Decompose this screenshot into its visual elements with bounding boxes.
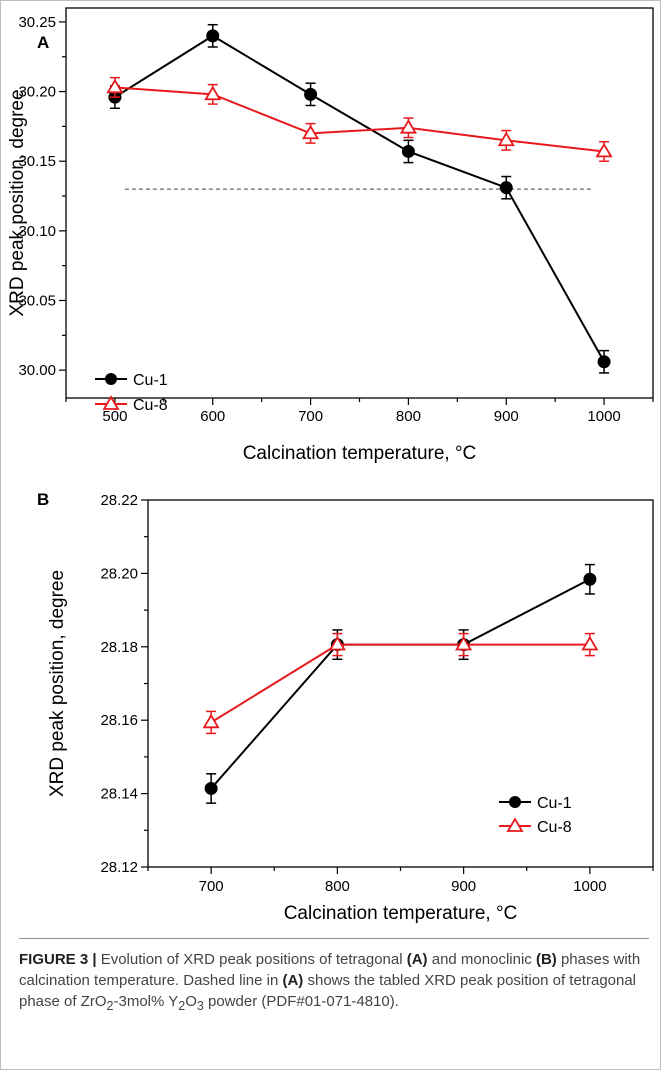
series-line <box>114 34 605 363</box>
panel-label: B <box>37 490 49 509</box>
y-tick-label: 28.14 <box>100 786 138 803</box>
chart-panel-a: A 500 600 700 800 900 1000 30.00 30.05 30.10 30.15… <box>7 7 654 464</box>
x-tick-label: 800 <box>325 878 350 895</box>
y-tick-label: 28.20 <box>100 565 138 582</box>
caption-ref-a: (A) <box>406 951 428 968</box>
y-tick-label: 28.22 <box>100 492 138 509</box>
caption-figure-label: FIGURE 3 | <box>19 951 97 968</box>
series-cu-8: Cu-8 <box>202 632 599 836</box>
series-line <box>210 643 590 724</box>
x-axis-label: Calcination temperature, °C <box>284 903 518 924</box>
legend-label: Cu-1 <box>133 372 168 389</box>
figure-caption: FIGURE 3 | Evolution of XRD peak positio… <box>19 938 649 1017</box>
caption-segment: shows the tabled XRD peak position of te… <box>19 972 637 1010</box>
y-axis-label: XRD peak position, degree <box>47 570 68 797</box>
x-axis-label: Calcination temperature, °C <box>243 443 477 464</box>
caption-subscript: 2 <box>178 999 186 1013</box>
x-tick-label: 1000 <box>573 878 606 895</box>
caption-ref-b: (B) <box>535 951 557 968</box>
caption-segment: O <box>185 993 197 1010</box>
data-point <box>204 781 218 795</box>
data-point <box>328 635 346 651</box>
x-tick-label: 800 <box>396 408 421 425</box>
data-point <box>597 355 611 369</box>
data-point <box>106 78 124 94</box>
legend-label: Cu-8 <box>133 397 168 414</box>
series-cu-1: Cu-1 <box>204 563 597 812</box>
data-point <box>595 142 613 158</box>
data-point <box>581 635 599 651</box>
data-point <box>204 85 222 101</box>
legend-label: Cu-1 <box>537 795 572 812</box>
caption-segment: -3mol% Y <box>113 993 179 1010</box>
data-point <box>401 144 415 158</box>
x-tick-label: 700 <box>298 408 323 425</box>
x-tick-label: 900 <box>494 408 519 425</box>
data-point <box>202 713 220 729</box>
data-point <box>583 572 597 586</box>
data-point <box>455 635 473 651</box>
y-tick-label: 28.18 <box>100 639 138 656</box>
y-tick-label: 30.05 <box>18 293 56 310</box>
caption-subscript: 2 <box>106 999 114 1013</box>
y-axis-label: XRD peak position, degree <box>7 89 28 316</box>
data-point <box>399 119 417 134</box>
y-tick-label: 28.12 <box>100 859 138 876</box>
y-tick-label: 28.16 <box>100 712 138 729</box>
chart-panel-b: B 700 800 900 1000 28.12 28.14 28.16 28.18 28.20 2… <box>37 490 654 924</box>
series-line <box>210 578 591 790</box>
caption-subscript: 3 <box>196 999 204 1013</box>
legend-marker <box>506 817 524 832</box>
caption-segment: phases with calcination temperature. Das… <box>19 951 641 989</box>
series-line <box>114 86 605 153</box>
plot-area <box>147 499 654 868</box>
x-tick-label: 900 <box>451 878 476 895</box>
data-point <box>499 181 513 195</box>
caption-ref-a: (A) <box>282 972 304 989</box>
legend-label: Cu-8 <box>537 819 572 836</box>
data-point <box>302 124 320 140</box>
x-tick-label: 700 <box>199 878 224 895</box>
y-tick-label: 30.25 <box>18 14 56 31</box>
data-point <box>206 29 220 43</box>
y-tick-label: 30.15 <box>18 153 56 170</box>
y-tick-label: 30.10 <box>18 223 56 240</box>
x-tick-label: 600 <box>200 408 225 425</box>
legend-marker <box>105 373 117 385</box>
series-cu-1: Cu-1 <box>95 23 611 389</box>
plot-area <box>65 7 654 399</box>
y-tick-label: 30.00 <box>18 362 56 379</box>
y-tick-label: 30.20 <box>18 84 56 101</box>
data-point <box>304 87 318 101</box>
x-tick-label: 500 <box>102 408 127 425</box>
caption-text: FIGURE 3 | Evolution of XRD peak positio… <box>19 949 649 1017</box>
series-cu-8: Cu-8 <box>95 76 613 414</box>
legend-marker <box>102 395 120 410</box>
caption-segment: and monoclinic <box>427 951 536 968</box>
caption-segment: Evolution of XRD peak positions of tetra… <box>96 951 407 968</box>
x-tick-label: 1000 <box>587 408 620 425</box>
caption-segment: powder (PDF#01-071-4810). <box>203 993 399 1010</box>
panel-label: A <box>37 33 49 52</box>
data-point <box>497 131 515 147</box>
legend-marker <box>509 796 521 808</box>
